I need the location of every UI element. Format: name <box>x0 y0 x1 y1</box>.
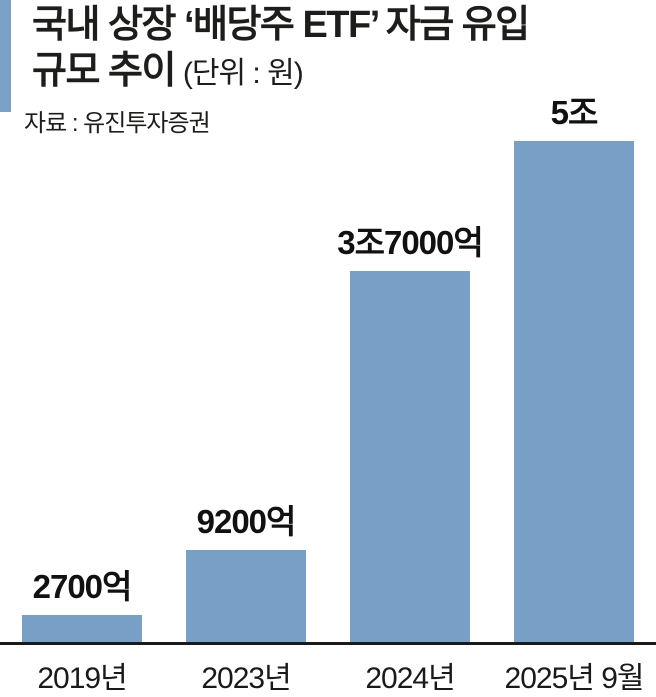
bar-group-2024년: 3조7000억 <box>337 216 484 642</box>
bar-value-label: 9200억 <box>196 503 297 540</box>
bar-2024년 <box>350 271 470 642</box>
bar-group-2025년 9월: 5조 <box>514 86 634 642</box>
chart-title-line2-bold: 규모 추이 <box>32 50 176 92</box>
bar-value-label: 3조7000억 <box>337 224 483 261</box>
chart-header: 국내 상장 ‘배당주 ETF’ 자금 유입 규모 추이 (단위 : 원) 자료 :… <box>24 2 646 138</box>
bar-2025년 9월 <box>514 141 634 642</box>
bar-2019년 <box>22 615 142 642</box>
x-axis-label-2019년: 2019년 <box>37 662 127 695</box>
x-axis-label-2023년: 2023년 <box>201 662 291 695</box>
x-axis-label-2025년 9월: 2025년 9월 <box>504 662 645 695</box>
chart-unit-note: (단위 : 원) <box>182 57 304 90</box>
x-axis-line <box>0 642 656 645</box>
bar-chart: 2700억 9200억 3조7000억 5조 <box>22 86 634 642</box>
bar-group-2019년: 2700억 <box>22 560 142 642</box>
chart-title-line2: 규모 추이 (단위 : 원) <box>32 48 646 97</box>
title-accent-bar <box>0 0 11 112</box>
bar-2023년 <box>186 550 306 642</box>
chart-title-line1: 국내 상장 ‘배당주 ETF’ 자금 유입 <box>32 4 530 46</box>
bar-group-2023년: 9200억 <box>186 495 306 642</box>
chart-source: 자료 : 유진투자증권 <box>24 110 211 137</box>
bar-value-label: 2700억 <box>32 568 133 605</box>
x-axis-labels: 2019년 2023년 2024년 2025년 9월 <box>22 653 645 697</box>
x-axis-label-2024년: 2024년 <box>365 662 455 695</box>
bar-value-label: 5조 <box>550 94 599 131</box>
